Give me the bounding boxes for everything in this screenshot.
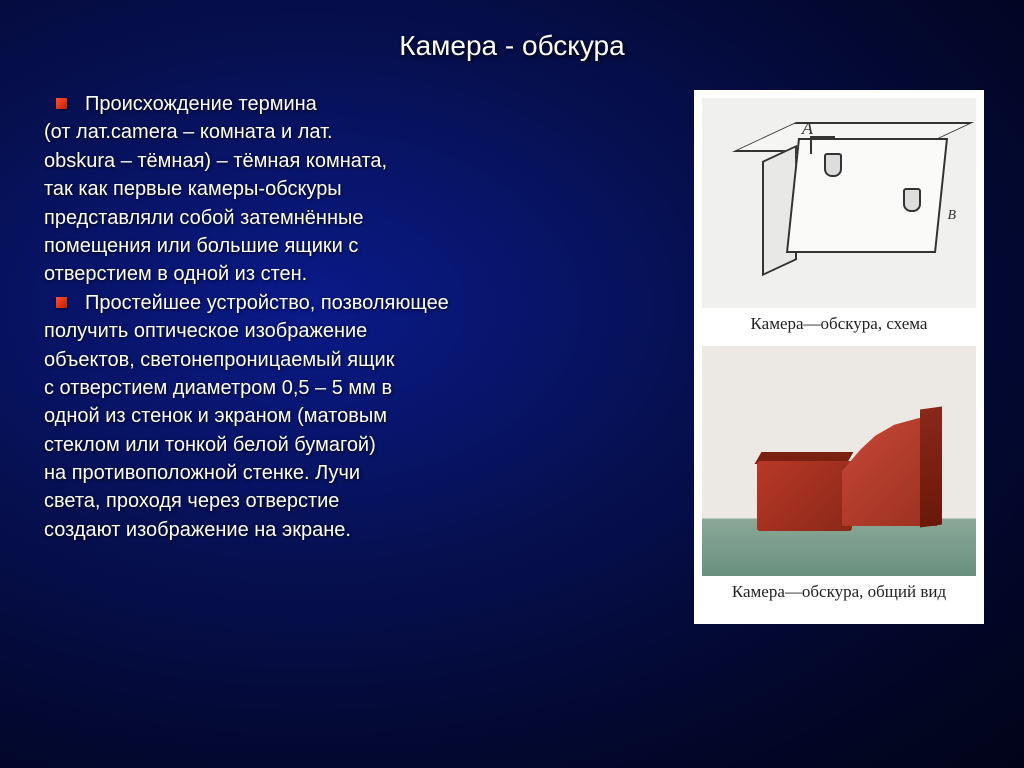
schema-box-front [786,138,948,253]
text-line: получить оптическое изображение [44,317,674,345]
bullet-icon [56,297,67,308]
lamp-icon [824,153,842,177]
bullet-item-1: Происхождение термина [40,90,674,118]
bullet-icon [56,98,67,109]
image-column: A B Камера—обскура, схема Камера—обскура… [694,90,984,624]
camera-body-icon [757,461,852,531]
text-line: на противоположной стенке. Лучи [44,459,674,487]
figure-view-caption: Камера—обскура, общий вид [702,582,976,602]
lamp-image-icon [903,188,921,212]
text-line: (от лат.camera – комната и лат. [44,118,674,146]
camera-back-icon [920,406,942,527]
text-line: отверстием в одной из стен. [44,260,674,288]
text-line: объектов, светонепроницаемый ящик [44,346,674,374]
text-line: помещения или большие ящики с [44,232,674,260]
content-row: Происхождение термина (от лат.camera – к… [40,90,984,624]
lamp-arm-icon [810,136,835,154]
text-line: obskura – тёмная) – тёмная комната, [44,147,674,175]
slide: Камера - обскура Происхождение термина (… [0,0,1024,768]
text-line: света, проходя через отверстие [44,487,674,515]
text-line: создают изображение на экране. [44,516,674,544]
text-line: представляли собой затемнённые [44,204,674,232]
text-line: с отверстием диаметром 0,5 – 5 мм в [44,374,674,402]
text-column: Происхождение термина (от лат.camera – к… [40,90,674,624]
text-line: так как первые камеры-обскуры [44,175,674,203]
slide-title: Камера - обскура [40,30,984,62]
text-line: одной из стенок и экраном (матовым [44,402,674,430]
bullet-heading: Простейшее устройство, позволяющее [85,289,449,317]
bullet-item-2: Простейшее устройство, позволяющее [40,289,674,317]
figure-schema-caption: Камера—обскура, схема [702,314,976,334]
label-a: A [802,118,813,139]
label-b: B [947,208,956,224]
text-line: стеклом или тонкой белой бумагой) [44,431,674,459]
figure-schema: A B [702,98,976,308]
bullet-heading: Происхождение термина [85,90,317,118]
figure-view [702,346,976,576]
